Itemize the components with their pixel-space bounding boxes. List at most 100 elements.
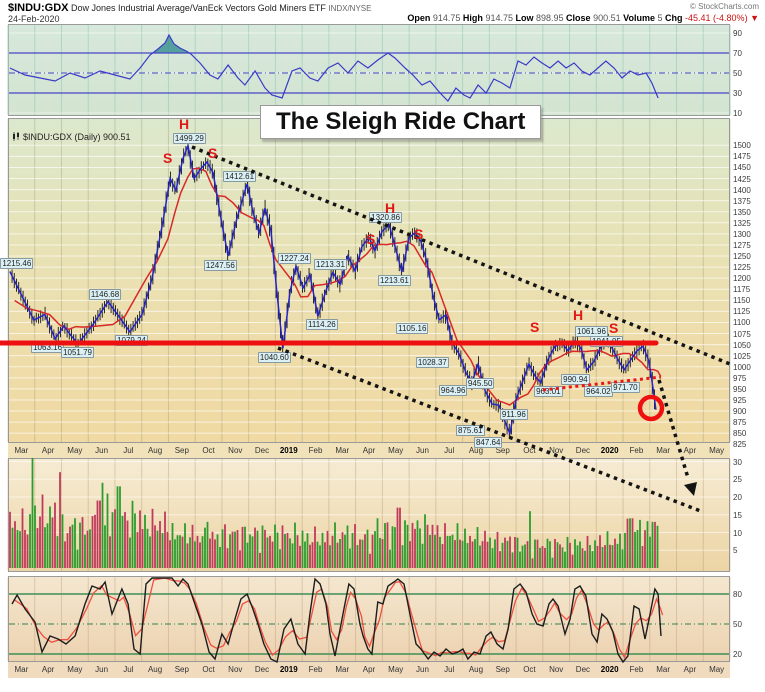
- month-label: 2020: [600, 446, 619, 455]
- month-label: Nov: [228, 446, 243, 455]
- month-label: Apr: [683, 446, 697, 455]
- month-label: Aug: [147, 446, 163, 455]
- axis-tick-label: 925: [733, 395, 747, 405]
- month-label: Sep: [174, 446, 189, 455]
- axis-tick-label: 10: [733, 528, 742, 538]
- month-label: Jul: [444, 665, 455, 674]
- month-label: Dec: [575, 446, 591, 455]
- month-label: Aug: [468, 665, 484, 674]
- low-value: 898.95: [536, 13, 564, 23]
- month-label: Oct: [523, 665, 536, 674]
- month-label: Jun: [95, 665, 109, 674]
- month-label: Mar: [656, 665, 671, 674]
- exchange-label: INDX/NYSE: [328, 4, 372, 13]
- axis-tick-label: 1125: [733, 307, 751, 317]
- axis-tick-label: 50: [733, 69, 742, 78]
- month-label: Oct: [523, 446, 536, 455]
- axis-tick-label: 1250: [733, 252, 751, 262]
- month-label: Apr: [41, 446, 55, 455]
- volume-value: 5: [657, 13, 663, 23]
- month-label: Jun: [416, 446, 429, 455]
- symbol-line: $INDU:GDX Dow Jones Industrial Average/V…: [8, 2, 371, 14]
- month-label: Sep: [495, 446, 510, 455]
- axis-tick-label: 1375: [733, 196, 751, 206]
- chart-header: $INDU:GDX Dow Jones Industrial Average/V…: [0, 0, 765, 26]
- axis-tick-label: 1100: [733, 318, 751, 328]
- axis-tick-label: 20: [733, 493, 742, 502]
- down-triangle-icon: ▼: [750, 13, 759, 23]
- month-label: Apr: [362, 665, 376, 674]
- month-label: 2020: [600, 665, 619, 674]
- month-label: May: [388, 446, 404, 455]
- month-label: 2019: [279, 665, 298, 674]
- month-label: Mar: [14, 446, 29, 455]
- month-label: Jun: [416, 665, 429, 674]
- close-value: 900.51: [593, 13, 621, 23]
- month-label: Jul: [123, 665, 134, 674]
- axis-tick-label: 20: [733, 650, 742, 659]
- axis-tick-label: 50: [733, 620, 742, 629]
- high-value: 914.75: [485, 13, 513, 23]
- axis-tick-label: 90: [733, 29, 742, 38]
- month-label: Jul: [123, 446, 134, 455]
- month-label: Apr: [683, 665, 697, 674]
- month-label: May: [67, 446, 83, 455]
- month-label: Aug: [147, 665, 163, 674]
- month-label: Mar: [335, 665, 350, 674]
- axis-tick-label: 70: [733, 49, 742, 58]
- month-label: Mar: [335, 446, 350, 455]
- month-label: Nov: [549, 665, 564, 674]
- axis-tick-label: 5: [733, 546, 738, 556]
- month-label: Dec: [254, 446, 270, 455]
- axis-tick-label: 900: [733, 407, 747, 417]
- month-label: May: [388, 665, 404, 674]
- axis-tick-label: 1475: [733, 152, 751, 162]
- month-label: 2019: [279, 446, 298, 455]
- month-label: Feb: [308, 665, 323, 674]
- axis-tick-label: 825: [733, 440, 747, 450]
- axis-tick-label: 10: [733, 109, 742, 118]
- axis-tick-label: 1200: [733, 274, 751, 284]
- volume-label: Volume: [623, 13, 655, 23]
- close-label: Close: [566, 13, 591, 23]
- axis-tick-label: 1050: [733, 340, 751, 350]
- month-label: Feb: [629, 446, 644, 455]
- axis-tick-label: 80: [733, 590, 742, 599]
- month-label: Aug: [468, 446, 484, 455]
- axis-tick-label: 30: [733, 457, 742, 467]
- high-label: High: [462, 13, 483, 23]
- axis-tick-label: 1325: [733, 218, 751, 228]
- axis-tick-label: 1225: [733, 263, 751, 273]
- xaxis-strip-main: Mar Apr May Jun Jul Aug Sep Oct Nov Dec 2019 Feb Mar…: [8, 443, 730, 458]
- open-value: 914.75: [432, 13, 461, 23]
- axis-tick-label: 1425: [733, 174, 751, 184]
- month-label: Oct: [202, 665, 215, 674]
- price-panel: [8, 118, 730, 443]
- month-label: Sep: [174, 665, 189, 674]
- axis-tick-label: 975: [733, 373, 747, 383]
- axis-tick-label: 1400: [733, 185, 751, 195]
- month-label: Nov: [228, 665, 243, 674]
- month-label: Mar: [656, 446, 671, 455]
- month-label: Apr: [362, 446, 376, 455]
- chg-value: -45.41 (-4.80%): [685, 13, 748, 23]
- month-label: May: [709, 665, 725, 674]
- month-label: Sep: [495, 665, 510, 674]
- axis-tick-label: 1350: [733, 207, 751, 217]
- month-label: May: [67, 665, 83, 674]
- volume-panel: [8, 458, 730, 572]
- rsi-panel: [8, 24, 730, 116]
- axis-tick-label: 1275: [733, 240, 751, 250]
- axis-tick-label: 1150: [733, 296, 751, 306]
- axis-tick-label: 1500: [733, 141, 751, 151]
- month-label: May: [709, 446, 725, 455]
- month-label: Jun: [95, 446, 109, 455]
- chg-label: Chg: [665, 13, 683, 23]
- axis-tick-label: 1000: [733, 362, 751, 372]
- xaxis-strip-bottom: Mar Apr May Jun Jul Aug Sep Oct Nov Dec 2019 Feb Mar…: [8, 662, 730, 678]
- chart-date: 24-Feb-2020: [8, 14, 60, 24]
- month-label: Feb: [629, 665, 644, 674]
- month-label: Feb: [308, 446, 323, 455]
- stochastic-panel: [8, 576, 730, 662]
